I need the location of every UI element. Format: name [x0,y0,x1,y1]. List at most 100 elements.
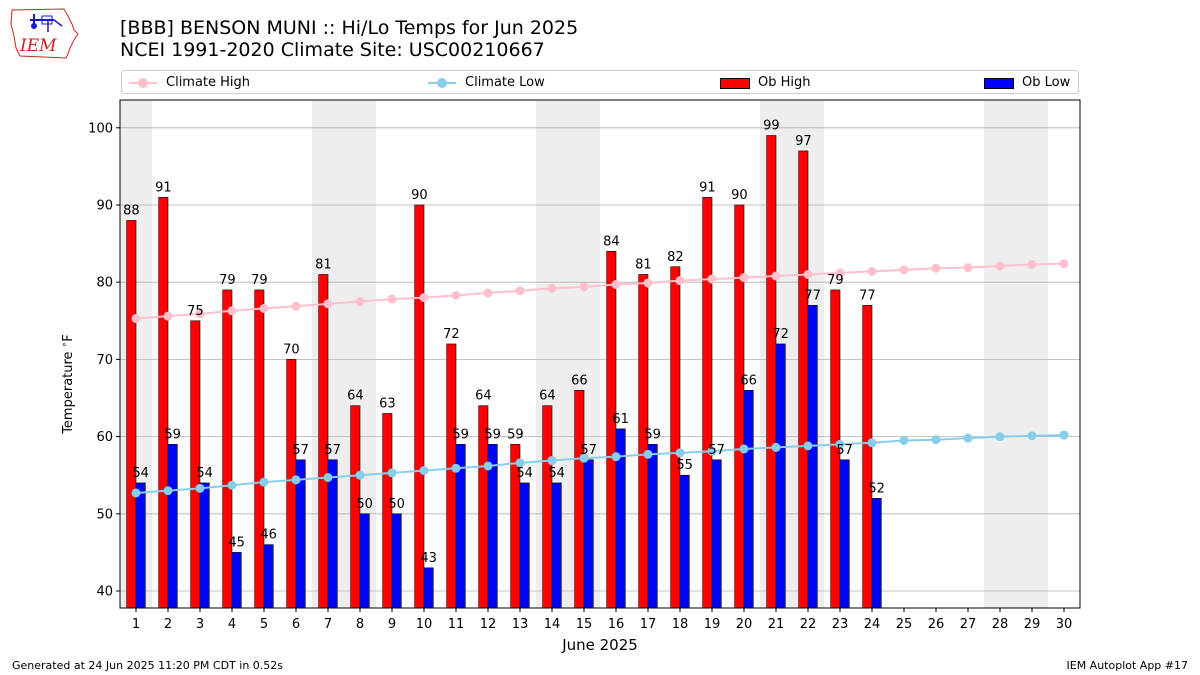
logo-text: IEM [19,36,57,56]
ob-high-bar [190,320,201,609]
ob-high-label: 64 [539,389,556,404]
climate-low-point [1027,431,1037,441]
y-tick-label: 100 [88,121,113,136]
climate-low-point [291,475,301,485]
x-tick-label: 23 [832,617,849,632]
ob-high-label: 82 [667,250,684,265]
x-tick-label: 14 [544,617,561,632]
ob-high-label: 91 [699,180,716,195]
generated-timestamp: Generated at 24 Jun 2025 11:20 PM CDT in… [12,659,284,672]
climate-high-point [899,265,909,275]
ob-low-bar [583,459,594,609]
climate-low-point [195,483,205,493]
climate-high-point [131,313,141,323]
ob-low-label: 66 [740,373,757,388]
ob-low-label: 54 [548,466,565,481]
legend-item-climate-low: Climate Low [427,74,545,92]
legend-item-ob-high: Ob High [720,74,811,92]
climate-high-point [963,263,973,273]
climate-low-point [835,439,845,449]
climate-low-point [579,453,589,463]
x-tick-label: 1 [132,617,140,632]
ob-high-bar [766,135,777,609]
ob-high-bar [318,274,329,609]
x-tick-label: 12 [480,617,497,632]
climate-low-point [771,442,781,452]
ob-high-label: 90 [411,188,428,203]
climate-high-point [547,283,557,293]
ob-high-bar [670,266,681,609]
ob-high-label: 79 [827,273,844,288]
climate-high-point [419,293,429,303]
x-tick-label: 18 [672,617,689,632]
ob-low-bar [231,552,242,609]
ob-low-label: 61 [612,412,629,427]
ob-high-label: 81 [315,257,332,272]
ob-high-label: 63 [379,396,396,411]
climate-low-point [419,466,429,476]
ob-low-label: 57 [836,443,853,458]
climate-high-point [643,278,653,288]
climate-high-point [483,288,493,298]
ob-high-swatch-icon [720,78,750,89]
ob-high-bar [542,405,553,609]
ob-low-label: 59 [452,427,469,442]
y-tick-label: 90 [96,198,113,213]
ob-low-bar [263,544,274,609]
x-tick-label: 3 [196,617,204,632]
x-tick-label: 17 [640,617,657,632]
x-tick-label: 6 [292,617,300,632]
climate-high-point [355,297,365,307]
ob-low-label: 57 [580,443,597,458]
climate-high-point [163,311,173,321]
ob-high-label: 91 [155,180,172,195]
climate-low-point [739,444,749,454]
climate-high-point [515,286,525,296]
x-tick-label: 5 [260,617,268,632]
ob-low-bar [519,482,530,609]
iem-logo: IEM [10,8,79,59]
ob-low-bar [647,444,658,609]
ob-low-label: 50 [356,497,373,512]
y-axis: 40 50 60 70 80 90 100 [88,121,120,600]
climate-low-point [995,432,1005,442]
ob-low-label: 55 [676,458,693,473]
ob-high-label: 81 [635,257,652,272]
x-tick-label: 25 [896,617,913,632]
ob-low-label: 57 [324,443,341,458]
climate-high-point [835,268,845,278]
ob-high-label: 99 [763,119,780,134]
ob-low-label: 59 [484,427,501,442]
ob-high-bar [862,305,873,609]
climate-low-point [227,480,237,490]
climate-low-point [387,468,397,478]
ob-high-label: 90 [731,188,748,203]
ob-low-label: 57 [708,443,725,458]
ob-low-label: 54 [132,466,149,481]
ob-low-bar [775,343,786,609]
x-tick-label: 11 [448,617,465,632]
x-tick-label: 21 [768,617,785,632]
legend-label-ob-high: Ob High [758,75,811,90]
ob-low-bar [871,498,882,609]
ob-low-label: 52 [868,481,885,496]
ob-high-bar [574,389,585,609]
climate-high-point [803,269,813,279]
ob-high-bar [126,220,137,609]
legend-label-climate-low: Climate Low [465,75,545,90]
ob-low-bar [327,459,338,609]
chart-title-block: [BBB] BENSON MUNI :: Hi/Lo Temps for Jun… [120,17,578,61]
ob-high-label: 72 [443,327,460,342]
ob-high-bar [798,150,809,609]
ob-low-label: 77 [804,288,821,303]
y-axis-label: Temperature ∘F [60,334,76,435]
ob-high-bar [702,196,713,609]
ob-high-bar [734,204,745,609]
ob-high-label: 66 [571,373,588,388]
ob-low-label: 54 [196,466,213,481]
ob-low-label: 46 [260,528,277,543]
ob-high-label: 84 [603,234,620,249]
climate-high-point [995,261,1005,271]
climate-high-point [387,294,397,304]
climate-low-point [515,458,525,468]
